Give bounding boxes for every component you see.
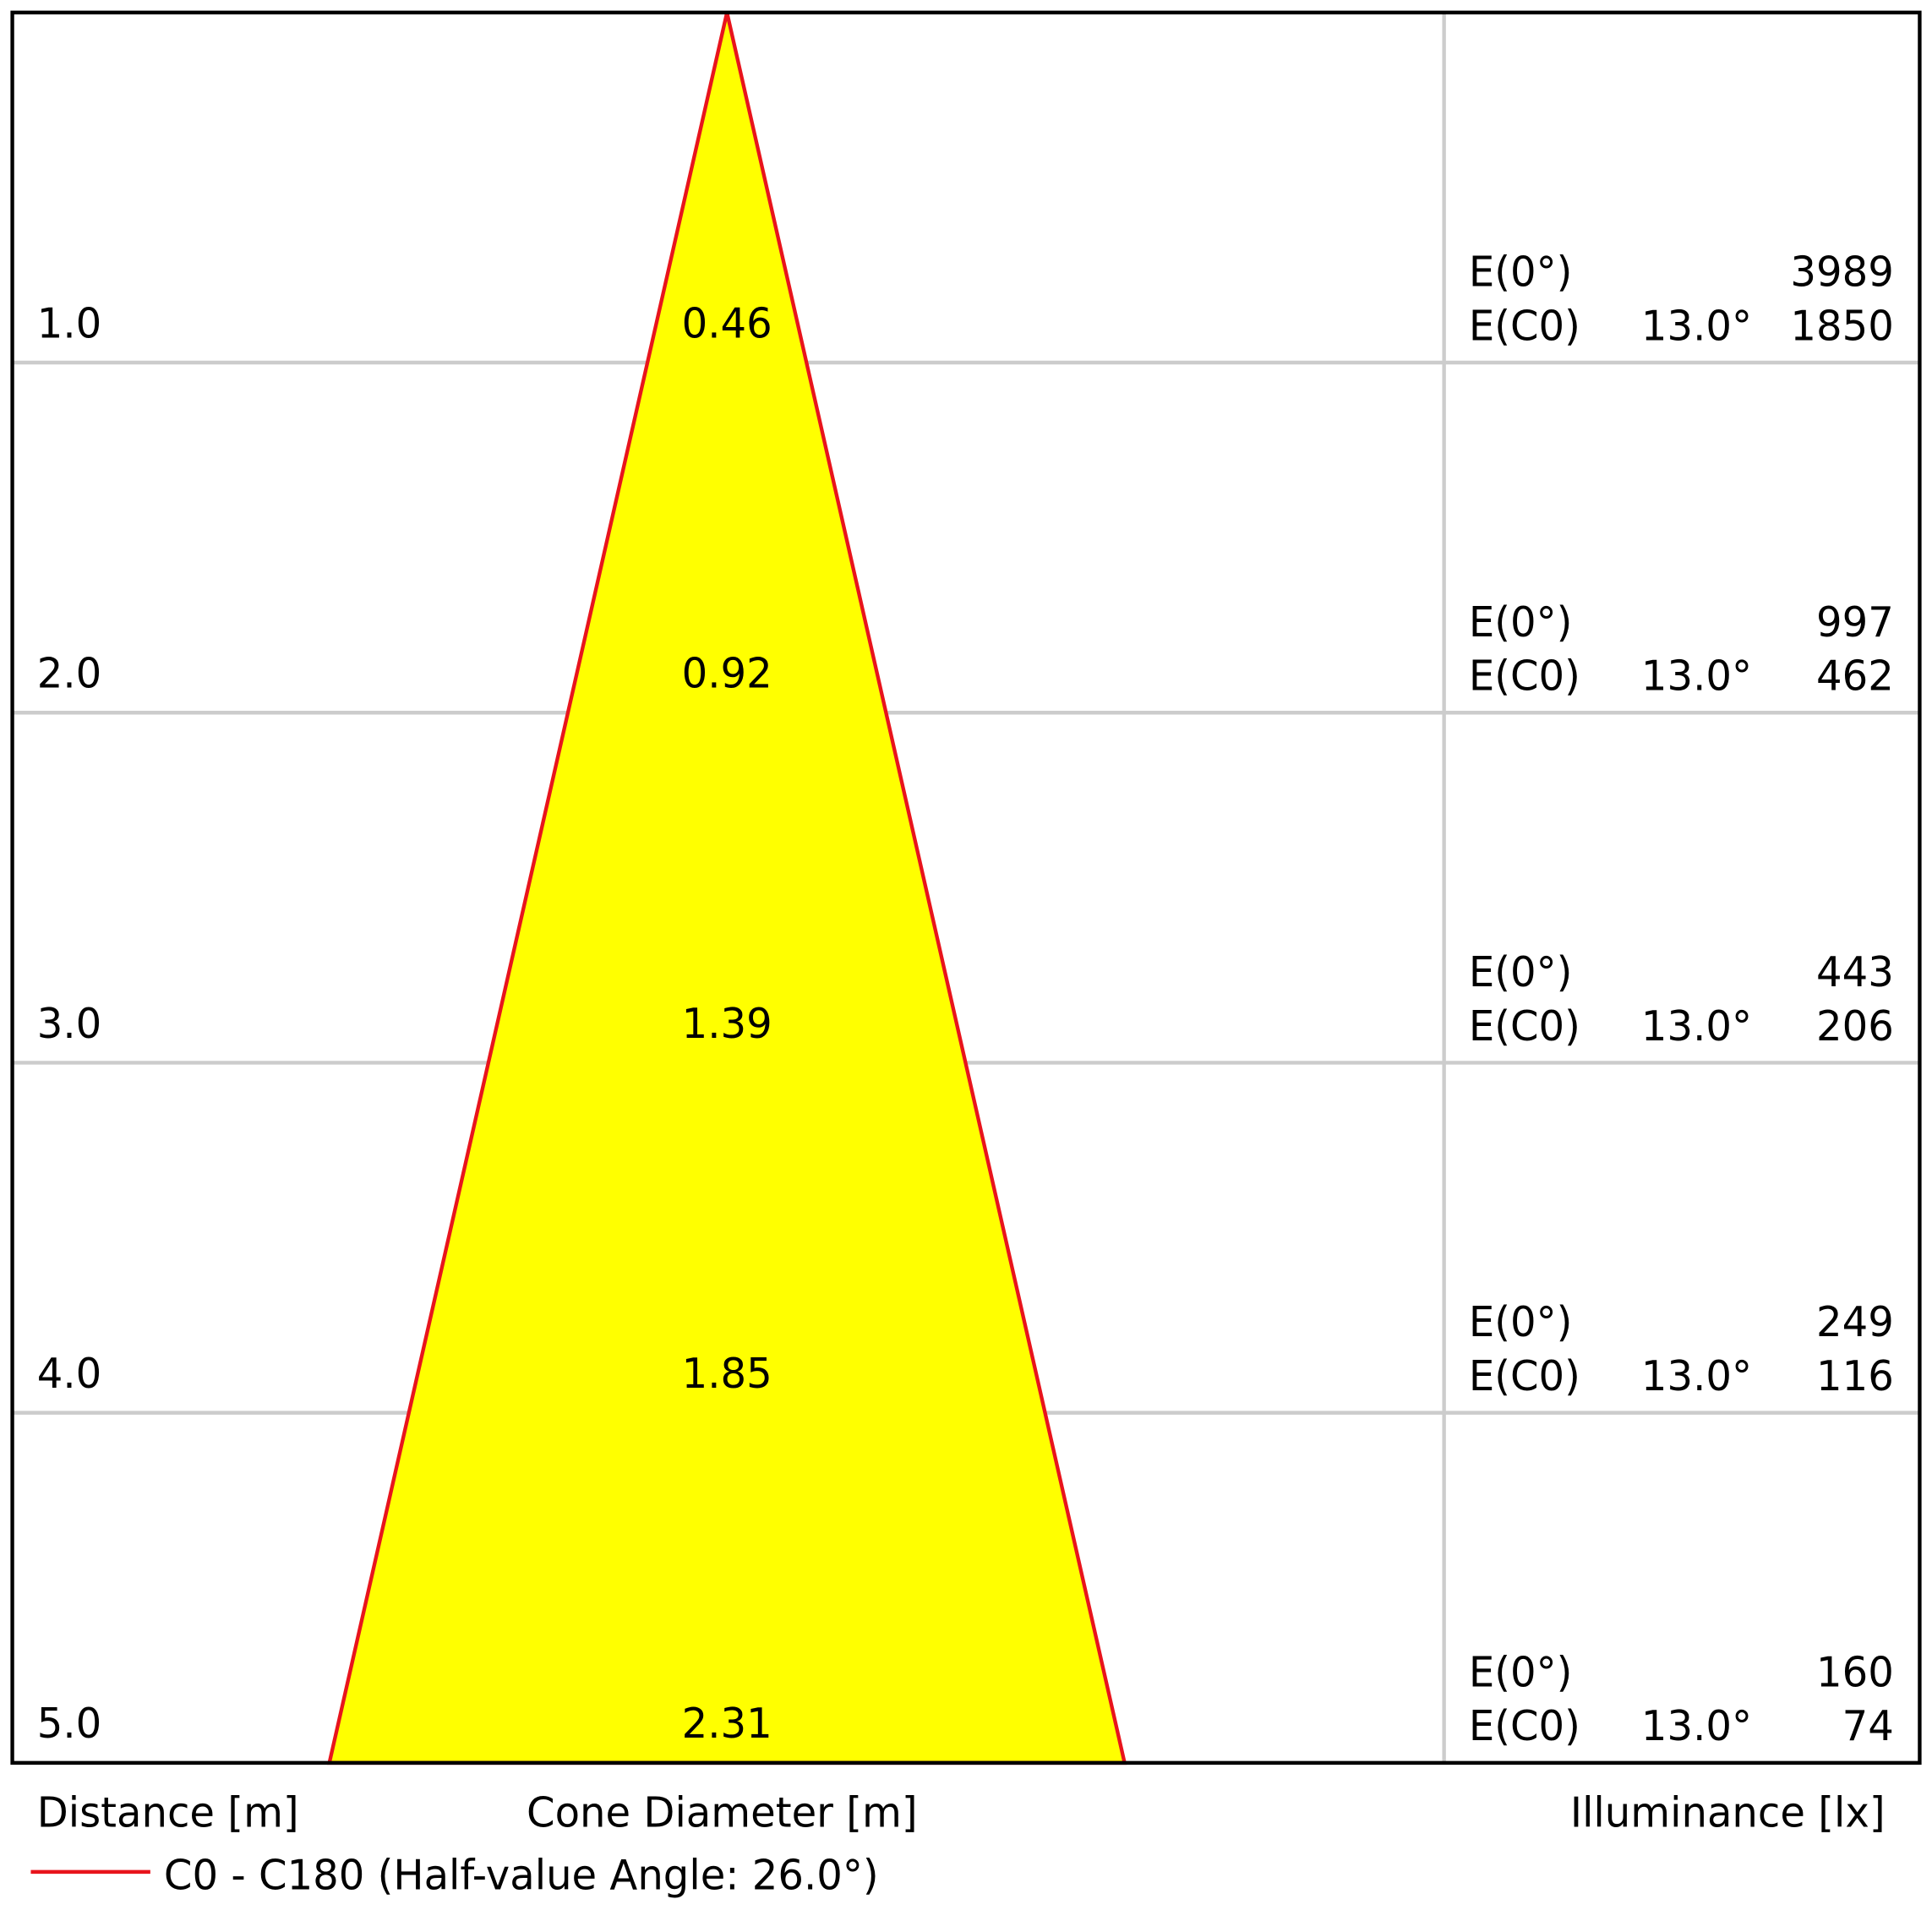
distance-tick-label: 5.0 bbox=[37, 1700, 101, 1748]
diameter-value: 1.85 bbox=[682, 1351, 772, 1398]
distance-tick-label: 2.0 bbox=[37, 650, 101, 697]
ec0-value: 462 bbox=[1816, 652, 1894, 700]
e0-label: E(0°) bbox=[1469, 949, 1573, 996]
illuminance-label: Illuminance [lx] bbox=[1570, 1789, 1886, 1836]
distance-label: Distance [m] bbox=[37, 1789, 299, 1836]
angle-label: 13.0° bbox=[1641, 652, 1752, 700]
ec0-label: E(C0) bbox=[1469, 1353, 1580, 1400]
diameter-label: Cone Diameter [m] bbox=[527, 1789, 918, 1836]
diameter-value: 0.46 bbox=[682, 300, 772, 347]
e0-label: E(0°) bbox=[1469, 1299, 1573, 1346]
e0-value: 443 bbox=[1816, 949, 1894, 996]
distance-tick-label: 4.0 bbox=[37, 1351, 101, 1398]
frame bbox=[10, 10, 1922, 1766]
diameter-value: 1.39 bbox=[682, 1000, 772, 1047]
e0-value: 3989 bbox=[1790, 248, 1893, 296]
ec0-label: E(C0) bbox=[1469, 303, 1580, 350]
diameter-value: 2.31 bbox=[682, 1700, 772, 1748]
angle-label: 13.0° bbox=[1641, 1002, 1752, 1050]
ec0-value: 116 bbox=[1816, 1353, 1894, 1400]
e0-label: E(0°) bbox=[1469, 248, 1573, 296]
diameter-value: 0.92 bbox=[682, 650, 772, 697]
angle-label: 13.0° bbox=[1641, 303, 1752, 350]
ec0-value: 206 bbox=[1816, 1002, 1894, 1050]
e0-value: 997 bbox=[1816, 598, 1894, 646]
distance-tick-label: 1.0 bbox=[37, 300, 101, 347]
e0-value: 160 bbox=[1816, 1649, 1894, 1696]
legend-text: C0 - C180 (Half-value Angle: 26.0°) bbox=[164, 1852, 879, 1899]
angle-label: 13.0° bbox=[1641, 1703, 1752, 1750]
ec0-label: E(C0) bbox=[1469, 1703, 1580, 1750]
ec0-label: E(C0) bbox=[1469, 1002, 1580, 1050]
e0-label: E(0°) bbox=[1469, 1649, 1573, 1696]
distance-tick-label: 3.0 bbox=[37, 1000, 101, 1047]
ec0-value: 74 bbox=[1842, 1703, 1894, 1750]
e0-value: 249 bbox=[1816, 1299, 1894, 1346]
ec0-label: E(C0) bbox=[1469, 652, 1580, 700]
angle-label: 13.0° bbox=[1641, 1353, 1752, 1400]
e0-label: E(0°) bbox=[1469, 598, 1573, 646]
ec0-value: 1850 bbox=[1790, 303, 1893, 350]
